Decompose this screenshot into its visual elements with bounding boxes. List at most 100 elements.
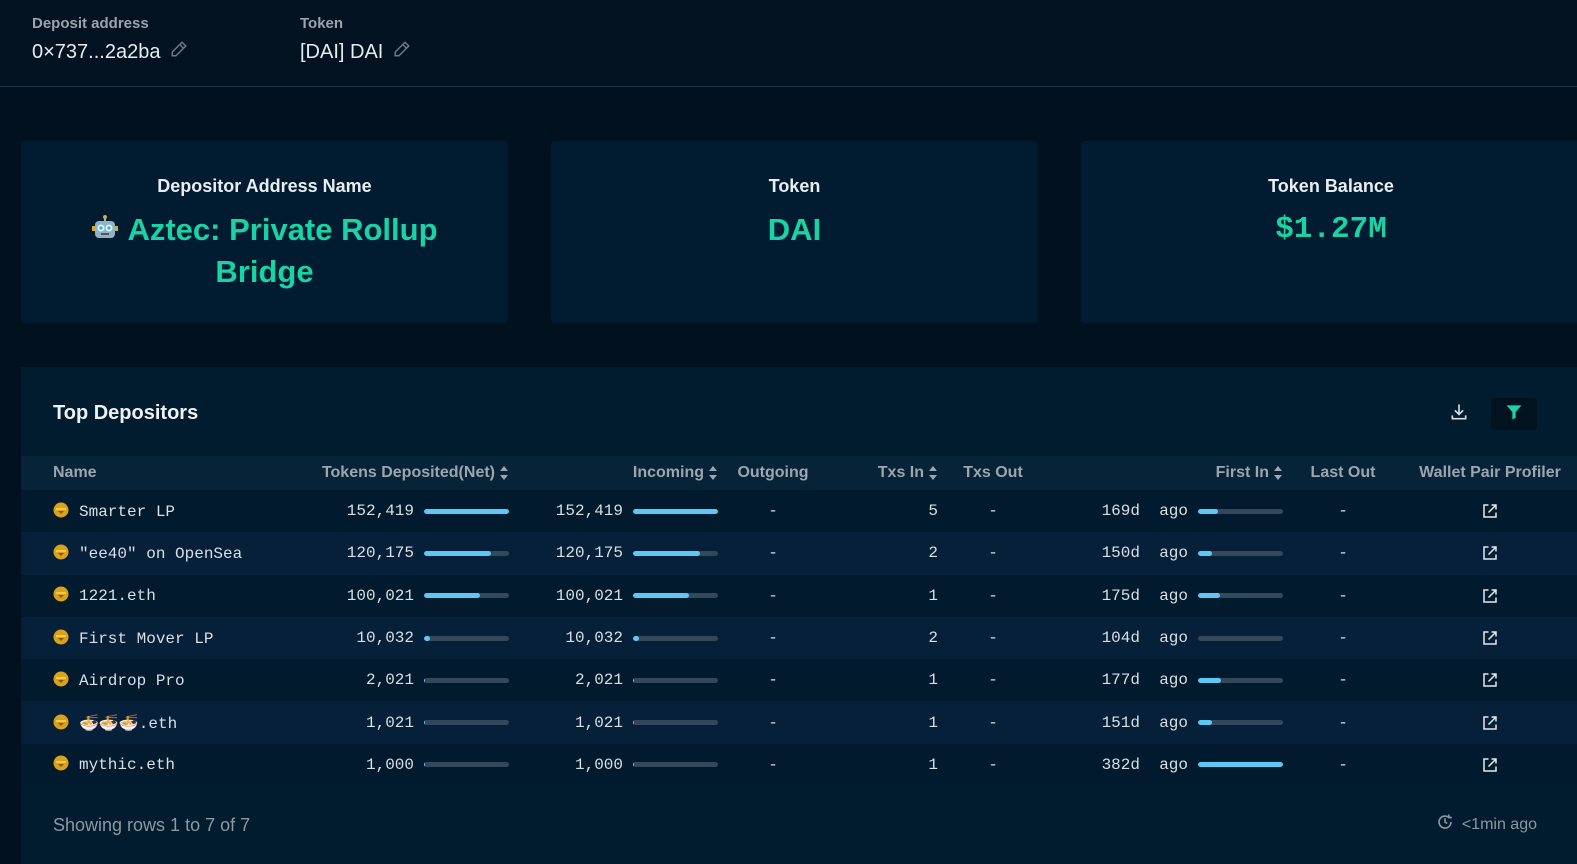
download-button[interactable] [1441,398,1477,430]
token-card: Token DAI [551,141,1038,323]
coin-icon [53,586,69,602]
column-header-tokens-deposited[interactable]: Tokens Deposited(Net) [281,456,509,490]
txs-in-cell: 5 [928,502,938,521]
first-in-cell: 150d ago [1048,532,1283,574]
cell-text: 151d ago [1102,714,1283,732]
wallet-pair-profiler-link[interactable] [1403,701,1577,743]
cell-text: 2,021 [575,671,718,689]
external-link-icon [1481,671,1499,689]
cell-text: 100,021 [347,587,509,605]
last-updated[interactable]: <1min ago [1436,813,1537,836]
outgoing-cell: - [768,629,778,648]
depositor-name-cell[interactable]: Airdrop Pro [21,659,281,701]
coin-icon [53,714,69,730]
tokens-deposited-cell: 100,021 [281,575,509,617]
outgoing-cell: - [768,502,778,521]
incoming-bar [633,508,718,514]
last-out-cell: - [1338,755,1348,774]
first-in-cell: 151d ago [1048,701,1283,743]
cell-text: 🍜🍜🍜.eth [79,714,178,733]
first-in-bar [1198,762,1283,768]
wallet-pair-profiler-link[interactable] [1403,659,1577,701]
depositor-name-cell[interactable]: mythic.eth [21,744,281,786]
cell-text: 10,032 [565,629,718,647]
incoming-cell: 120,175 [509,532,718,574]
cell-text: First Mover LP [79,629,214,648]
wallet-pair-profiler-link[interactable] [1403,744,1577,786]
first-in-cell: 177d ago [1048,659,1283,701]
cell-text: 1,000 [575,756,718,774]
deposited-bar [424,635,509,641]
wallet-pair-profiler-link[interactable] [1403,532,1577,574]
external-link-icon [1481,629,1499,647]
coin-icon [53,755,69,771]
incoming-bar [633,593,718,599]
token-value: [DAI] DAI [300,40,384,63]
first-in-bar [1198,677,1283,683]
column-header-wallet-pair-profiler: Wallet Pair Profiler [1419,464,1561,481]
last-out-cell: - [1338,544,1348,563]
txs-out-cell: - [988,502,998,521]
top-bar: Deposit address 0×737...2a2ba Token [DAI… [0,0,1577,87]
incoming-bar [633,550,718,556]
column-header-incoming[interactable]: Incoming [509,456,718,490]
incoming-bar [633,720,718,726]
cell-text: 100,021 [556,587,718,605]
filter-button[interactable] [1491,398,1537,430]
wallet-pair-profiler-link[interactable] [1403,575,1577,617]
incoming-cell: 2,021 [509,659,718,701]
cell-text: 1,000 [365,755,414,774]
pencil-icon[interactable] [393,40,411,64]
deposited-bar [424,720,509,726]
cell-text: 152,419 [556,502,718,520]
txs-in-cell: 1 [928,671,938,690]
depositor-name-cell[interactable]: 1221.eth [21,575,281,617]
column-header-txs-in[interactable]: Txs In [828,456,938,490]
wallet-pair-profiler-link[interactable] [1403,490,1577,532]
outgoing-cell: - [768,544,778,563]
deposited-bar [424,677,509,683]
coin-icon [53,629,69,645]
depositor-name-cell[interactable]: First Mover LP [21,617,281,659]
depositor-name-cell[interactable]: "ee40" on OpenSea [21,532,281,574]
first-in-bar [1198,720,1283,726]
txs-out-cell: - [988,586,998,605]
last-updated-text: <1min ago [1461,815,1537,833]
outgoing-cell: - [768,586,778,605]
depositor-name-cell[interactable]: 🍜🍜🍜.eth [21,701,281,743]
incoming-cell: 1,021 [509,701,718,743]
table-row: mythic.eth 1,000 1,000 - 1 - 382d ago - [21,743,1577,787]
download-icon [1449,402,1469,427]
column-header-last-out: Last Out [1310,464,1376,481]
cell-text: Airdrop Pro [79,671,185,690]
external-link-icon [1481,545,1499,563]
cell-text: 120,175 [346,544,414,563]
column-header-txs-out: Txs Out [963,464,1023,481]
first-in-cell: 104d ago [1048,617,1283,659]
cell-text: mythic.eth [79,756,176,775]
card-value: Aztec: Private Rollup Bridge [21,209,508,293]
txs-in-cell: 1 [928,586,938,605]
deposit-address-field: Deposit address 0×737...2a2ba [32,15,188,64]
cell-text: 150d ago [1101,544,1188,563]
last-out-cell: - [1338,713,1348,732]
txs-out-cell: - [988,755,998,774]
wallet-pair-profiler-link[interactable] [1403,617,1577,659]
cell-text: 177d ago [1102,671,1283,689]
depositor-name-cell[interactable]: Smarter LP [21,490,281,532]
sort-icon [1274,465,1282,480]
refresh-clock-icon [1436,813,1454,836]
pencil-icon[interactable] [170,40,188,64]
external-link-icon [1481,714,1499,732]
incoming-cell: 100,021 [509,575,718,617]
first-in-cell: 169d ago [1048,490,1283,532]
outgoing-cell: - [768,755,778,774]
table-row: Smarter LP 152,419 152,419 - 5 - 169d ago - [21,490,1577,533]
cell-text: 10,032 [356,629,414,648]
cell-text: 2,021 [365,671,414,690]
column-header-first-in[interactable]: First In [1048,456,1283,490]
incoming-cell: 10,032 [509,617,718,659]
cell-text: 382d ago [1101,755,1188,774]
first-in-cell: 175d ago [1048,575,1283,617]
incoming-bar [633,635,718,641]
